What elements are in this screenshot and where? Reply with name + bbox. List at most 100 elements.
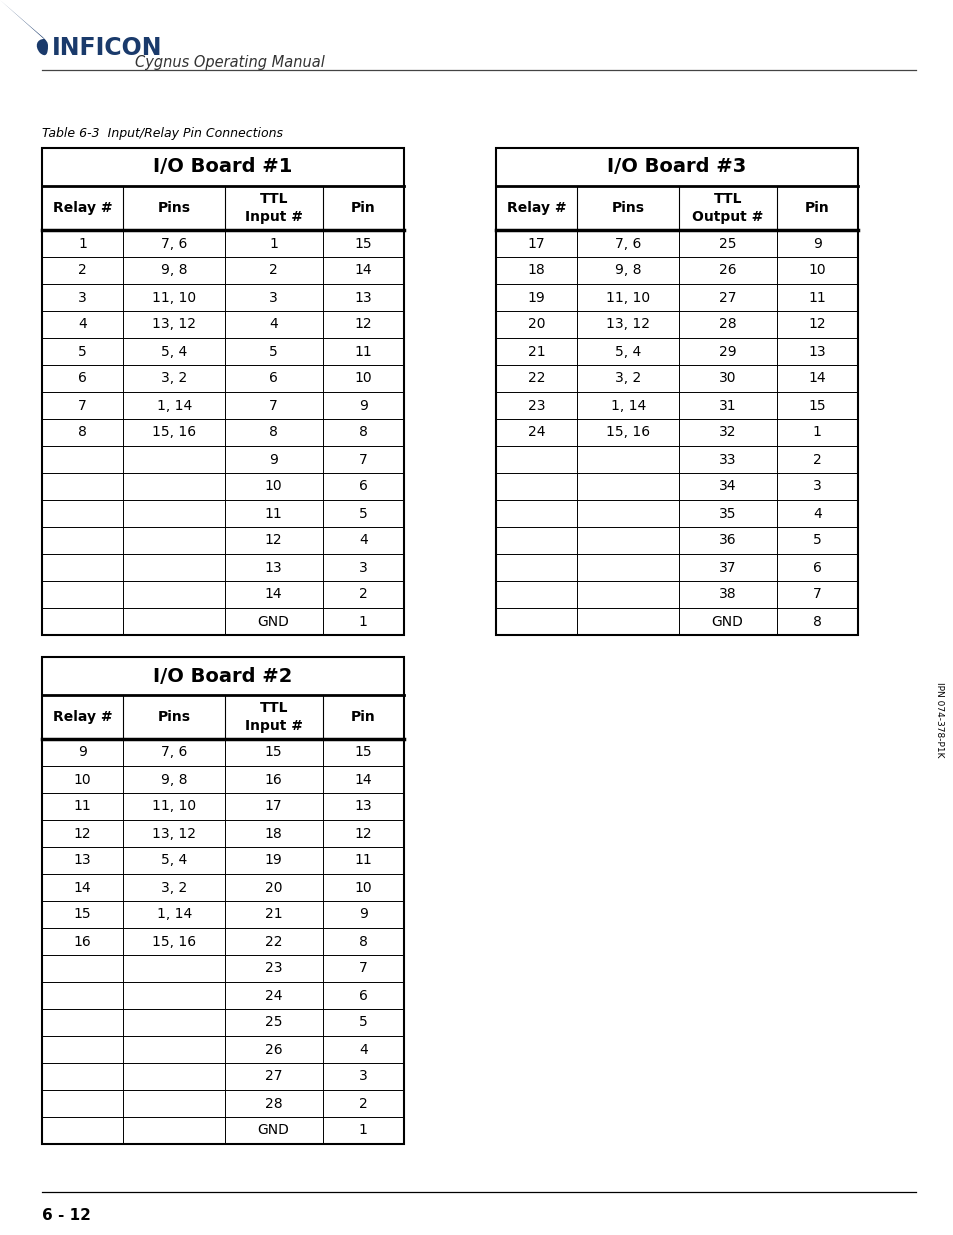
Text: 12: 12 — [355, 317, 372, 331]
Text: 7: 7 — [78, 399, 87, 412]
Text: 10: 10 — [355, 881, 372, 894]
Bar — [496, 148, 857, 635]
Text: 3, 2: 3, 2 — [161, 881, 187, 894]
Text: 2: 2 — [78, 263, 87, 278]
Bar — [42, 148, 403, 635]
Text: 15: 15 — [265, 746, 282, 760]
Text: 4: 4 — [269, 317, 277, 331]
Text: 11: 11 — [354, 853, 372, 867]
Text: TTL
Output #: TTL Output # — [691, 193, 762, 224]
Text: 5, 4: 5, 4 — [161, 853, 187, 867]
Text: I/O Board #1: I/O Board #1 — [153, 158, 293, 177]
Text: 17: 17 — [265, 799, 282, 814]
Text: 7, 6: 7, 6 — [161, 746, 187, 760]
Text: Pin: Pin — [351, 710, 375, 724]
Text: 19: 19 — [265, 853, 282, 867]
Text: 7, 6: 7, 6 — [615, 236, 640, 251]
Text: INFICON: INFICON — [52, 36, 162, 61]
Text: 2: 2 — [812, 452, 821, 467]
Text: 18: 18 — [265, 826, 282, 841]
Text: Table 6-3  Input/Relay Pin Connections: Table 6-3 Input/Relay Pin Connections — [42, 127, 283, 141]
Text: 27: 27 — [265, 1070, 282, 1083]
Text: 22: 22 — [265, 935, 282, 948]
Bar — [496, 148, 857, 186]
Text: 5: 5 — [812, 534, 821, 547]
Text: 14: 14 — [73, 881, 91, 894]
Text: 28: 28 — [265, 1097, 282, 1110]
Bar — [496, 186, 857, 230]
Text: 3: 3 — [78, 290, 87, 305]
Text: 25: 25 — [719, 236, 736, 251]
Text: 4: 4 — [78, 317, 87, 331]
Text: 32: 32 — [719, 426, 736, 440]
Text: 11, 10: 11, 10 — [605, 290, 650, 305]
Bar — [42, 148, 403, 635]
Text: 15, 16: 15, 16 — [605, 426, 650, 440]
Text: 5, 4: 5, 4 — [615, 345, 640, 358]
Text: Pin: Pin — [804, 201, 829, 215]
Text: 3, 2: 3, 2 — [615, 372, 640, 385]
Text: 15, 16: 15, 16 — [152, 935, 196, 948]
Text: 11: 11 — [265, 506, 282, 520]
Text: 14: 14 — [265, 588, 282, 601]
Text: 23: 23 — [265, 962, 282, 976]
Text: 37: 37 — [719, 561, 736, 574]
Text: Relay #: Relay # — [506, 201, 566, 215]
Text: 34: 34 — [719, 479, 736, 494]
Text: 9: 9 — [78, 746, 87, 760]
Text: I/O Board #2: I/O Board #2 — [153, 667, 293, 685]
Text: 10: 10 — [807, 263, 825, 278]
Text: 29: 29 — [719, 345, 736, 358]
Text: 1, 14: 1, 14 — [610, 399, 645, 412]
Text: 1, 14: 1, 14 — [156, 908, 192, 921]
Text: 20: 20 — [265, 881, 282, 894]
Text: 1, 14: 1, 14 — [156, 399, 192, 412]
Text: 6: 6 — [358, 988, 367, 1003]
Text: 7: 7 — [358, 962, 367, 976]
Text: 13: 13 — [355, 290, 372, 305]
Text: 22: 22 — [527, 372, 545, 385]
Text: 7: 7 — [812, 588, 821, 601]
Text: Pins: Pins — [157, 710, 191, 724]
Text: 6 - 12: 6 - 12 — [42, 1208, 91, 1223]
Text: 21: 21 — [265, 908, 282, 921]
Text: GND: GND — [711, 615, 742, 629]
Text: 4: 4 — [812, 506, 821, 520]
Bar — [42, 657, 403, 1144]
Text: IPN 074-378-P1K: IPN 074-378-P1K — [934, 682, 943, 758]
Text: 1: 1 — [358, 615, 367, 629]
Text: 15: 15 — [73, 908, 91, 921]
Text: Pins: Pins — [157, 201, 191, 215]
Text: 28: 28 — [719, 317, 736, 331]
Text: 4: 4 — [358, 1042, 367, 1056]
Text: 35: 35 — [719, 506, 736, 520]
Text: 19: 19 — [527, 290, 545, 305]
Text: 6: 6 — [269, 372, 278, 385]
Text: 23: 23 — [527, 399, 545, 412]
Text: 6: 6 — [358, 479, 367, 494]
Text: 30: 30 — [719, 372, 736, 385]
Text: 26: 26 — [719, 263, 736, 278]
Text: 27: 27 — [719, 290, 736, 305]
Text: 26: 26 — [265, 1042, 282, 1056]
Text: 36: 36 — [719, 534, 736, 547]
Text: 8: 8 — [269, 426, 278, 440]
Bar — [42, 148, 403, 186]
Text: 12: 12 — [355, 826, 372, 841]
Text: 15: 15 — [355, 236, 372, 251]
Text: 16: 16 — [73, 935, 91, 948]
Text: 20: 20 — [527, 317, 545, 331]
Text: 9: 9 — [358, 399, 367, 412]
PathPatch shape — [0, 40, 48, 1235]
Text: 3: 3 — [358, 1070, 367, 1083]
Text: Relay #: Relay # — [52, 201, 112, 215]
Text: 4: 4 — [358, 534, 367, 547]
Text: 10: 10 — [265, 479, 282, 494]
Text: 13: 13 — [355, 799, 372, 814]
Text: 3: 3 — [812, 479, 821, 494]
Bar — [42, 657, 403, 1144]
Text: 3, 2: 3, 2 — [161, 372, 187, 385]
Text: 7, 6: 7, 6 — [161, 236, 187, 251]
Text: 2: 2 — [358, 588, 367, 601]
Text: 8: 8 — [812, 615, 821, 629]
